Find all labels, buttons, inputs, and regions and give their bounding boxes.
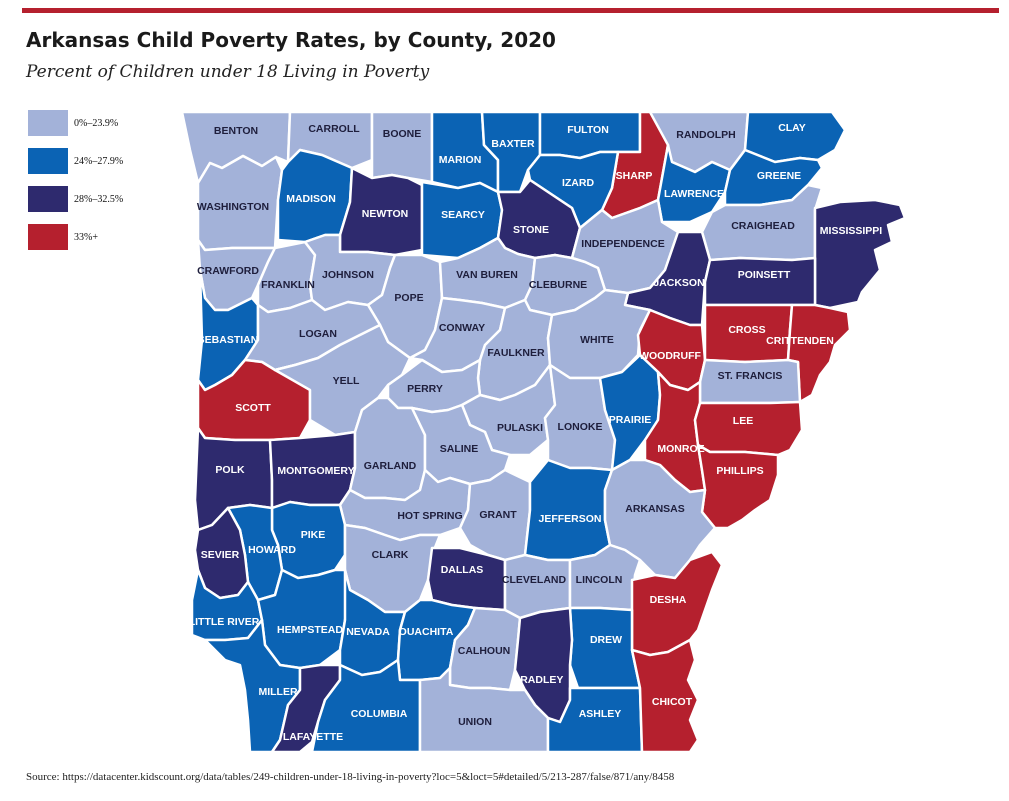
- source-note: Source: https://datacenter.kidscount.org…: [26, 771, 675, 783]
- county-phillips: [696, 443, 780, 530]
- county-label: BAXTER: [491, 138, 535, 150]
- county-label: CLARK: [372, 549, 409, 561]
- county-label: MILLER: [258, 686, 297, 698]
- county-label: HOT SPRING: [397, 510, 462, 522]
- county-label: CLEVELAND: [502, 574, 567, 586]
- county-label: SHARP: [616, 170, 653, 182]
- county-label: SEARCY: [441, 209, 485, 221]
- county-label: SEVIER: [201, 549, 240, 561]
- county-lee: [693, 400, 804, 457]
- county-boone: [370, 110, 434, 184]
- county-label: IZARD: [562, 177, 594, 189]
- legend-label: 28%–32.5%: [74, 194, 124, 205]
- county-label: LEE: [733, 415, 753, 427]
- county-label: LAFAYETTE: [283, 731, 343, 743]
- county-label: SCOTT: [235, 402, 271, 414]
- county-label: COLUMBIA: [351, 708, 408, 720]
- county-label: GRANT: [479, 509, 517, 521]
- county-label: BRADLEY: [513, 674, 564, 686]
- county-label: POLK: [215, 464, 245, 476]
- county-label: NEWTON: [362, 208, 408, 220]
- county-label: MISSISSIPPI: [820, 225, 883, 237]
- county-label: CRITTENDEN: [766, 335, 834, 347]
- county-label: PRAIRIE: [609, 414, 652, 426]
- county-label: MONTGOMERY: [277, 465, 354, 477]
- county-label: POINSETT: [738, 269, 791, 281]
- county-label: RANDOLPH: [676, 129, 736, 141]
- county-label: ARKANSAS: [625, 503, 685, 515]
- county-label: MARION: [439, 154, 482, 166]
- county-label: BENTON: [214, 125, 258, 137]
- county-label: PIKE: [301, 529, 326, 541]
- county-label: CRAWFORD: [197, 265, 259, 277]
- county-label: CONWAY: [439, 322, 485, 334]
- legend-label: 24%–27.9%: [74, 156, 124, 167]
- county-label: PERRY: [407, 383, 443, 395]
- county-label: INDEPENDENCE: [581, 238, 664, 250]
- county-label: LITTLE RIVER: [189, 616, 260, 628]
- county-newton: [338, 166, 424, 257]
- county-label: LONOKE: [558, 421, 603, 433]
- county-label: OUACHITA: [399, 626, 454, 638]
- county-label: WOODRUFF: [639, 350, 701, 362]
- county-label: GREENE: [757, 170, 801, 182]
- county-label: CHICOT: [652, 696, 693, 708]
- county-label: BOONE: [383, 128, 422, 140]
- county-label: SEBASTIAN: [198, 334, 259, 346]
- legend-swatch: [28, 224, 68, 250]
- map-subtitle: Percent of Children under 18 Living in P…: [26, 62, 430, 82]
- county-label: CLEBURNE: [529, 279, 587, 291]
- county-label: MADISON: [286, 193, 336, 205]
- county-chicot: [630, 638, 700, 754]
- county-label: YELL: [333, 375, 360, 387]
- county-drew: [568, 606, 642, 690]
- county-label: HOWARD: [248, 544, 296, 556]
- county-label: VAN BUREN: [456, 269, 518, 281]
- county-label: JEFFERSON: [538, 513, 601, 525]
- legend-label: 33%+: [74, 232, 98, 243]
- county-label: PULASKI: [497, 422, 543, 434]
- county-label: HEMPSTEAD: [277, 624, 343, 636]
- county-label: CALHOUN: [458, 645, 511, 657]
- county-label: JACKSON: [653, 277, 704, 289]
- county-label: ST. FRANCIS: [718, 370, 783, 382]
- map-title: Arkansas Child Poverty Rates, by County,…: [26, 28, 556, 52]
- county-label: DALLAS: [441, 564, 484, 576]
- county-label: CARROLL: [308, 123, 360, 135]
- county-label: UNION: [458, 716, 492, 728]
- county-label: FAULKNER: [487, 347, 545, 359]
- county-label: MONROE: [657, 443, 704, 455]
- county-ashley: [546, 686, 644, 754]
- county-mississippi: [813, 198, 907, 310]
- county-label: CROSS: [728, 324, 765, 336]
- county-label: POPE: [394, 292, 423, 304]
- county-label: DESHA: [650, 594, 687, 606]
- county-label: ASHLEY: [579, 708, 622, 720]
- county-label: FRANKLIN: [261, 279, 315, 291]
- county-label: SALINE: [440, 443, 479, 455]
- legend-swatch: [28, 110, 68, 136]
- county-label: NEVADA: [346, 626, 390, 638]
- county-label: LOGAN: [299, 328, 337, 340]
- county-label: LAWRENCE: [664, 188, 724, 200]
- county-label: WHITE: [580, 334, 614, 346]
- county-label: JOHNSON: [322, 269, 374, 281]
- county-label: LINCOLN: [576, 574, 623, 586]
- county-label: GARLAND: [364, 460, 417, 472]
- county-label: CRAIGHEAD: [731, 220, 795, 232]
- county-label: WASHINGTON: [197, 201, 269, 213]
- county-label: FULTON: [567, 124, 609, 136]
- county-label: PHILLIPS: [716, 465, 763, 477]
- top-accent-bar: [22, 8, 999, 13]
- legend-swatch: [28, 148, 68, 174]
- legend-label: 0%–23.9%: [74, 118, 119, 129]
- county-poinsett: [703, 256, 817, 307]
- legend-swatch: [28, 186, 68, 212]
- county-label: STONE: [513, 224, 549, 236]
- county-jefferson: [523, 458, 614, 562]
- county-label: CLAY: [778, 122, 806, 134]
- county-clay: [743, 110, 847, 164]
- county-label: DREW: [590, 634, 622, 646]
